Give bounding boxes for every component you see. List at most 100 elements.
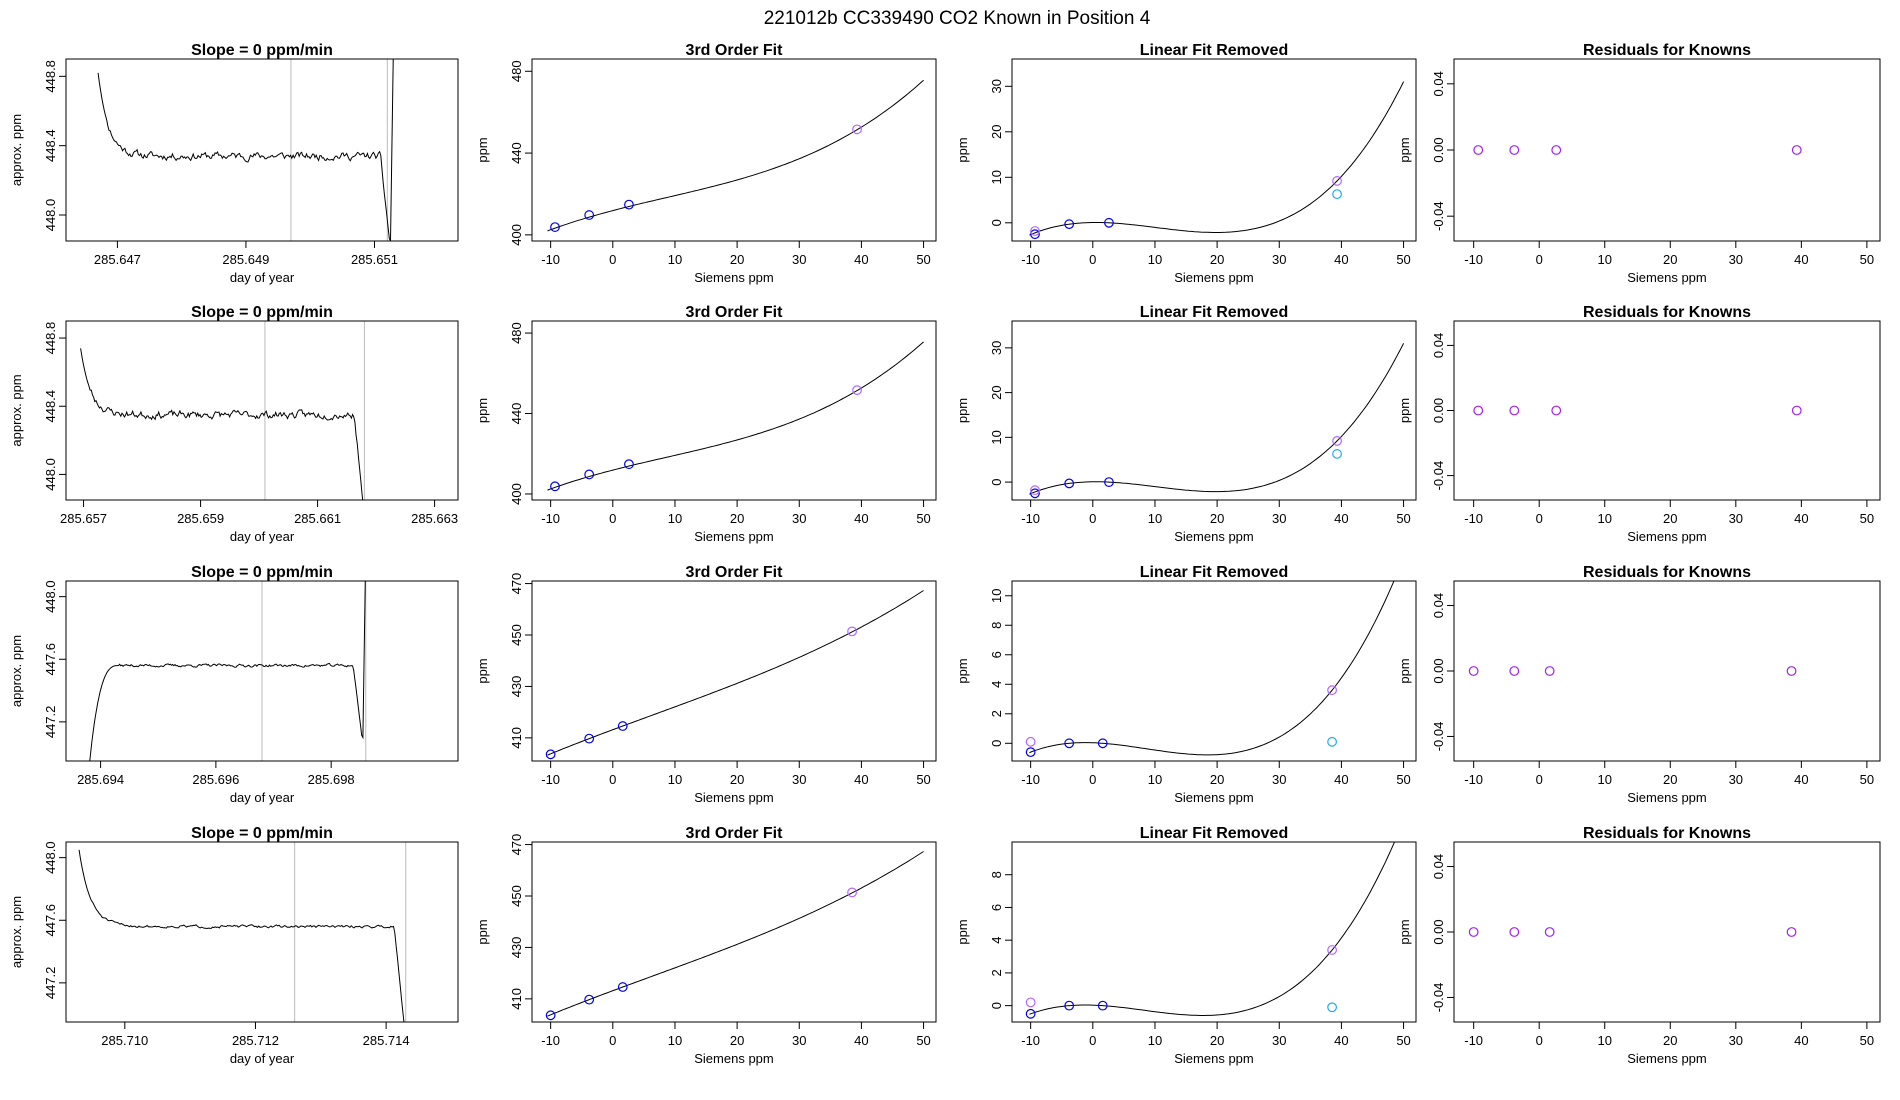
y-tick-label: 2 (989, 710, 1004, 717)
y-tick-label: -0.04 (1431, 461, 1446, 491)
x-tick-label: -10 (1021, 1033, 1040, 1048)
x-tick-label: 285.663 (411, 511, 458, 526)
x-tick-label: -10 (1464, 772, 1483, 787)
y-axis-label: ppm (475, 137, 490, 162)
plot-frame (65, 58, 459, 242)
x-tick-label: 285.694 (77, 772, 124, 787)
x-tick-label: 40 (854, 1033, 868, 1048)
panel-title: 3rd Order Fit (686, 42, 784, 59)
x-tick-label: 285.710 (101, 1033, 148, 1048)
x-tick-label: 50 (1396, 511, 1410, 526)
plot-frame (531, 580, 937, 762)
panel-r4-c1: Slope = 0 ppm/min 285.710 285.712 285.714 44… (9, 825, 459, 1066)
x-tick-label: 20 (1663, 772, 1677, 787)
y-tick-label: 440 (509, 403, 524, 425)
plot-area (547, 341, 924, 492)
panel-r3-c3: Linear Fit Removed -10 0 10 20 30 40 50 0 2 4 6 8 10 S… (955, 564, 1417, 805)
y-tick-label: 470 (509, 834, 524, 856)
x-tick-label: 30 (792, 252, 806, 267)
concentration-trace (89, 581, 366, 761)
plot-frame (65, 320, 459, 501)
known-point (852, 385, 862, 396)
y-tick-label: 480 (509, 60, 524, 82)
y-axis-label: approx. ppm (9, 635, 24, 707)
y-axis-label: ppm (955, 398, 970, 423)
panel-title: Linear Fit Removed (1140, 564, 1288, 581)
x-axis-label: Siemens ppm (1627, 270, 1706, 285)
known-point (550, 481, 560, 492)
x-tick-label: 10 (668, 772, 682, 787)
x-tick-label: 50 (1860, 772, 1874, 787)
known-point (1025, 736, 1036, 747)
fit-curve (547, 851, 924, 1017)
panel-title: 3rd Order Fit (686, 304, 784, 321)
known-point (1786, 927, 1797, 937)
x-tick-label: 10 (1598, 511, 1612, 526)
x-tick-label: 0 (609, 772, 616, 787)
x-tick-label: 20 (1210, 772, 1224, 787)
known-point (1468, 927, 1479, 937)
x-tick-label: 285.649 (222, 252, 269, 267)
fit-curve (1029, 581, 1395, 756)
x-tick-label: 50 (1860, 1033, 1874, 1048)
x-tick-label: 285.657 (60, 511, 107, 526)
panel-r2-c1: Slope = 0 ppm/min 285.657 285.659 285.661 28… (9, 304, 459, 544)
x-tick-label: -10 (1021, 252, 1040, 267)
x-tick-label: 50 (1396, 772, 1410, 787)
panel-title: Slope = 0 ppm/min (191, 825, 333, 842)
known-point (1332, 189, 1342, 200)
panel-r4-c3: Linear Fit Removed -10 0 10 20 30 40 50 0 2 4 6 8 Sie… (955, 825, 1417, 1066)
x-tick-label: 40 (854, 252, 868, 267)
panel-title: Residuals for Knowns (1583, 42, 1751, 59)
panel-title: Slope = 0 ppm/min (191, 304, 333, 321)
x-axis-label: day of year (230, 790, 295, 805)
known-point (584, 469, 595, 480)
x-tick-label: 285.659 (177, 511, 224, 526)
known-point (584, 733, 595, 744)
x-tick-label: 0 (1536, 1033, 1543, 1048)
plot-area (1025, 581, 1395, 758)
y-tick-label: 410 (509, 727, 524, 749)
y-tick-label: 448.0 (43, 199, 58, 232)
x-tick-label: 50 (916, 252, 930, 267)
panel-r2-c3: Linear Fit Removed -10 0 10 20 30 40 50 0 10 20 30 S… (955, 304, 1417, 544)
x-tick-label: 40 (1334, 772, 1348, 787)
x-tick-label: 10 (1598, 772, 1612, 787)
x-tick-label: 50 (916, 772, 930, 787)
x-axis-label: day of year (230, 270, 295, 285)
x-tick-label: 10 (1148, 1033, 1162, 1048)
y-tick-label: 8 (989, 871, 1004, 878)
x-tick-label: 20 (1663, 252, 1677, 267)
plot-area (1473, 145, 1802, 155)
panel-title: Residuals for Knowns (1583, 825, 1751, 842)
plot-frame (1453, 841, 1881, 1023)
y-axis-label: ppm (955, 137, 970, 162)
x-tick-label: 0 (1089, 252, 1096, 267)
x-tick-label: 40 (1794, 511, 1808, 526)
y-axis-label: approx. ppm (9, 374, 24, 446)
known-point (1064, 478, 1075, 489)
x-tick-label: 50 (916, 1033, 930, 1048)
y-axis-label: ppm (475, 398, 490, 423)
x-axis-label: Siemens ppm (1627, 529, 1706, 544)
plot-frame (1011, 320, 1417, 501)
y-tick-label: 30 (989, 79, 1004, 93)
known-point (1473, 145, 1484, 155)
known-point (1551, 145, 1562, 155)
y-tick-label: 0.04 (1431, 71, 1446, 96)
known-point (1791, 405, 1802, 416)
known-point (1030, 226, 1040, 236)
x-tick-label: 20 (1663, 511, 1677, 526)
known-point (847, 626, 857, 637)
x-tick-label: 20 (1663, 1033, 1677, 1048)
x-tick-label: 40 (854, 772, 868, 787)
x-tick-label: 285.661 (294, 511, 341, 526)
known-point (1030, 488, 1040, 499)
y-tick-label: -0.04 (1431, 722, 1446, 752)
known-point (545, 749, 556, 760)
panel-r1-c2: 3rd Order Fit -10 0 10 20 30 40 50 400 440 480 Siem… (475, 42, 937, 285)
panel-title: 3rd Order Fit (686, 564, 784, 581)
panel-r1-c4: Residuals for Knowns -10 0 10 20 30 40 50 -0.04 0… (1397, 42, 1881, 285)
x-axis-label: Siemens ppm (694, 1051, 773, 1066)
